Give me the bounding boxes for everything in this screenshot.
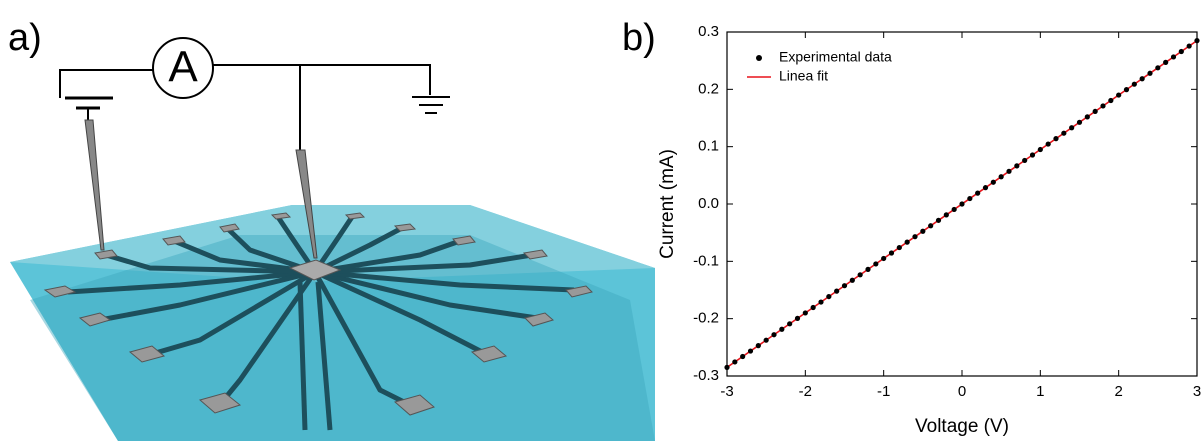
data-point — [1100, 103, 1106, 109]
data-point — [810, 304, 816, 311]
data-point — [1014, 163, 1020, 169]
data-point — [747, 348, 754, 354]
data-point — [1147, 70, 1153, 76]
y-axis-title: Current (mA) — [657, 149, 678, 259]
data-point — [1178, 48, 1184, 55]
data-point — [826, 293, 832, 300]
data-point — [1053, 136, 1059, 142]
x-tick-label: 2 — [1114, 383, 1122, 400]
y-tick-label: 0.1 — [698, 138, 719, 155]
data-point — [740, 353, 746, 360]
x-axis-title: Voltage (V) — [915, 416, 1009, 437]
data-point — [1069, 125, 1075, 131]
traces — [67, 215, 575, 431]
x-tick-label: 3 — [1193, 383, 1201, 400]
y-tick-label: 0.3 — [698, 23, 719, 40]
data-point — [943, 212, 949, 218]
y-tick-label: -0.2 — [693, 310, 719, 327]
data-point — [771, 332, 777, 338]
data-point — [1037, 146, 1043, 153]
x-tick-label: -3 — [720, 383, 733, 400]
data-point — [1139, 76, 1145, 82]
y-tick-label: 0.2 — [698, 80, 719, 97]
x-tick-label: -2 — [799, 383, 812, 400]
data-point — [841, 283, 848, 289]
legend-swatch — [756, 55, 762, 61]
y-tick-label: -0.1 — [693, 252, 719, 269]
data-point — [857, 272, 863, 278]
data-point — [1155, 65, 1161, 71]
data-point — [794, 315, 801, 321]
panel-label: b) — [622, 17, 656, 59]
data-point — [1022, 157, 1028, 164]
data-point — [888, 250, 895, 256]
x-tick-label: 1 — [1036, 383, 1044, 400]
data-point — [1029, 152, 1036, 158]
data-point — [935, 217, 942, 223]
data-point — [1084, 114, 1090, 120]
data-point — [802, 310, 808, 316]
y-tick-label: -0.3 — [693, 367, 719, 384]
data-point — [982, 185, 989, 191]
data-point — [1163, 59, 1169, 65]
data-point — [951, 206, 957, 213]
data-point — [896, 244, 902, 251]
data-point — [755, 343, 761, 349]
device-illustration: A a) — [8, 17, 655, 441]
x-tick-label: -1 — [877, 383, 890, 400]
y-tick-label: 0.0 — [698, 195, 719, 212]
data-point — [990, 179, 996, 185]
data-point — [912, 234, 918, 240]
data-point — [967, 195, 973, 202]
data-point — [724, 364, 730, 370]
x-tick-label: 0 — [958, 383, 966, 400]
data-point — [1061, 130, 1067, 136]
panel-label: a) — [8, 17, 42, 59]
data-point — [881, 255, 887, 262]
data-point — [849, 277, 855, 283]
data-point — [1123, 87, 1130, 93]
data-point — [1045, 141, 1051, 147]
data-point — [818, 299, 824, 305]
data-point — [959, 201, 965, 207]
data-point — [920, 228, 926, 234]
pads — [43, 212, 593, 416]
data-point — [1170, 54, 1177, 60]
legend-label: Experimental data — [779, 49, 892, 65]
data-point — [1006, 168, 1012, 174]
data-point — [1076, 119, 1083, 125]
data-point — [732, 359, 738, 365]
data-point — [1116, 92, 1122, 98]
legend-label: Linea fit — [779, 68, 828, 84]
ammeter-label: A — [168, 43, 198, 92]
data-point — [1108, 97, 1114, 104]
data-point — [779, 326, 785, 332]
data-point — [1092, 108, 1098, 115]
data-point — [763, 337, 769, 343]
data-point — [975, 190, 981, 196]
data-point — [998, 174, 1004, 180]
data-point — [904, 239, 910, 245]
data-point — [1194, 38, 1200, 44]
data-point — [865, 266, 871, 272]
data-point — [787, 321, 793, 327]
probes — [84, 119, 318, 259]
data-point — [873, 261, 879, 267]
circuit — [59, 37, 450, 150]
data-point — [928, 223, 934, 229]
data-point — [834, 288, 840, 294]
data-point — [1131, 81, 1137, 87]
data-point — [1186, 43, 1192, 49]
